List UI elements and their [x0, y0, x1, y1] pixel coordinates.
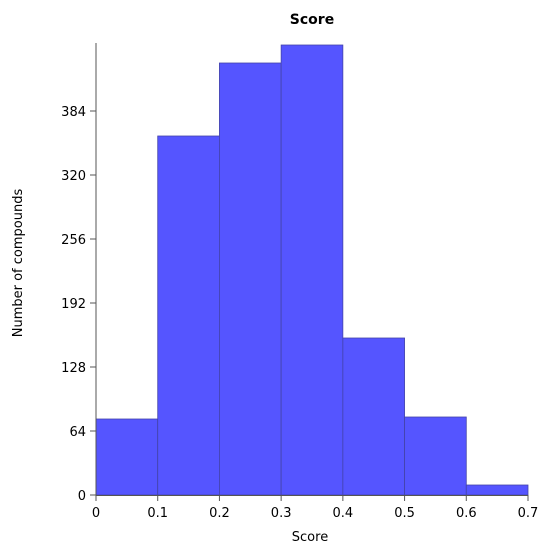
x-tick-label-7: 0.7 [518, 506, 539, 521]
y-tick-label-3: 192 [61, 297, 86, 312]
histogram-bar-2 [219, 62, 282, 496]
x-tick-label-5: 0.5 [394, 506, 415, 521]
bars-group [95, 44, 529, 496]
histogram-bar-3 [280, 44, 344, 496]
x-tick-label-0: 0 [92, 506, 100, 521]
x-tick-label-4: 0.4 [333, 506, 354, 521]
x-axis-label: Score [292, 530, 328, 545]
y-tick-label-1: 64 [69, 425, 86, 440]
chart-title: Score [290, 12, 334, 28]
y-tick-label-0: 0 [78, 489, 86, 504]
histogram-bar-5 [404, 416, 467, 496]
y-tick-label-2: 128 [61, 361, 86, 376]
x-tick-label-3: 0.3 [271, 506, 292, 521]
x-tick-label-2: 0.2 [209, 506, 230, 521]
histogram-bar-1 [157, 135, 220, 496]
y-tick-label-6: 384 [61, 105, 86, 120]
x-tick-label-6: 0.6 [456, 506, 477, 521]
axes-group: 0 0.1 0.2 0.3 0.4 0.5 0.6 0.7 0 64 128 192 256 320 384 [61, 43, 538, 521]
y-axis-label: Number of compounds [11, 189, 26, 338]
histogram-bar-4 [342, 337, 405, 496]
y-tick-label-4: 256 [61, 233, 86, 248]
histogram-bar-0 [95, 418, 159, 496]
x-tick-label-1: 0.1 [147, 506, 168, 521]
y-tick-label-5: 320 [61, 169, 86, 184]
histogram-bar-6 [465, 484, 529, 496]
